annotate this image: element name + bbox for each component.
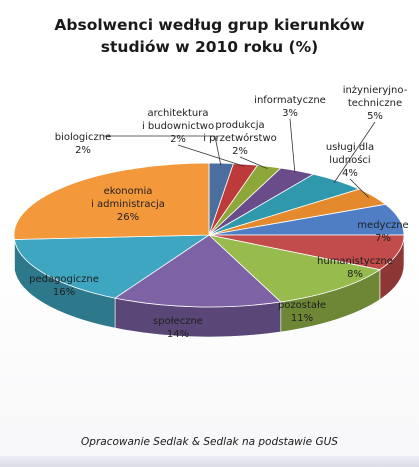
pie-label-line: humanistyczne	[317, 256, 393, 267]
leader-line-architektura-i-budownictwo	[177, 144, 245, 167]
pie-label-line: medyczne	[357, 220, 408, 231]
pie-label-line: 2%	[75, 145, 91, 156]
pie-label-line: i przetwórstwo	[203, 132, 277, 144]
pie-label-line: i administracja	[91, 199, 165, 210]
pie-label-in-ynieryjno-techniczne: inżynieryjno-techniczne 5%	[343, 85, 408, 122]
leader-line-in-ynieryjno-techniczne	[333, 121, 376, 183]
pie-label-line: ekonomia	[104, 186, 153, 197]
chart-title-line-2: studiów w 2010 roku (%)	[100, 38, 319, 56]
chart-title-line-1: Absolwenci według grup kierunków	[54, 16, 365, 34]
pie-slice-pozosta-e	[207, 234, 381, 303]
pie-label-line: 14%	[167, 329, 189, 340]
pie-label-line: 5%	[367, 111, 383, 122]
pie-label-line: 4%	[342, 168, 358, 179]
pie-label-line: produkcja	[215, 120, 264, 131]
source-credit: Opracowanie Sedlak & Sedlak na podstawie…	[81, 436, 338, 448]
pie-slices	[13, 162, 405, 308]
leader-line-produkcja-i-przetw-rstwo	[239, 156, 268, 169]
pie-label-ekonomia-i-administracja: ekonomia i administracja 26%	[91, 186, 165, 223]
pie-label-line: 11%	[291, 313, 313, 324]
pie-label-line: 16%	[53, 287, 75, 298]
pie-label-produkcja-i-przetw-rstwo: produkcja i przetwórstwo 2%	[203, 120, 277, 157]
pie-slice-pedagogiczne	[13, 234, 211, 299]
pie-label-line: architektura	[148, 108, 209, 119]
pie-label-informatyczne: informatyczne 3%	[254, 95, 326, 119]
bottom-shade	[0, 456, 419, 467]
pie-label-line: społeczne	[153, 316, 203, 327]
pie-label-line: techniczne	[348, 98, 402, 109]
pie-label-line: 2%	[232, 146, 248, 157]
pie-slice-humanistyczne	[208, 234, 405, 271]
pie-label-line: 2%	[170, 134, 186, 145]
leader-line-informatyczne	[289, 118, 296, 173]
pie-label-us-ugi-dla-ludno-ci: usługi dla ludności 4%	[326, 142, 374, 179]
pie-label-line: informatyczne	[254, 95, 326, 106]
leader-line-us-ugi-dla-ludno-ci	[349, 178, 369, 198]
pie-label-line: 8%	[347, 269, 363, 280]
pie-labels: biologiczne 2% architektura i budownictwo 2%…	[29, 85, 409, 340]
pie-label-pozosta-e: pozostałe 11%	[278, 300, 326, 324]
pie-label-line: ludności	[329, 154, 370, 166]
pie-slice-ekonomia-i-administracja	[13, 162, 210, 240]
pie-label-line: i budownictwo	[142, 121, 214, 132]
pie-label-spo-eczne: społeczne 14%	[153, 316, 203, 340]
leader-line-biologiczne	[103, 135, 222, 166]
chart-title: Absolwenci według grup kierunków studiów…	[0, 14, 419, 58]
pie-label-biologiczne: biologiczne 2%	[55, 132, 112, 156]
pie-label-line: 26%	[117, 212, 139, 223]
pie-label-medyczne: medyczne 7%	[357, 220, 408, 244]
pie-label-line: 7%	[375, 233, 391, 244]
pie-label-line: inżynieryjno-	[343, 85, 408, 96]
pie-label-line: pedagogiczne	[29, 274, 99, 285]
pie-label-line: usługi dla	[326, 142, 374, 153]
pie-label-line: biologiczne	[55, 132, 112, 143]
pie-label-architektura-i-budownictwo: architektura i budownictwo 2%	[142, 108, 214, 145]
pie-leader-lines	[103, 118, 376, 198]
pie-label-line: 3%	[282, 108, 298, 119]
pie-label-humanistyczne: humanistyczne 8%	[317, 256, 393, 280]
pie-label-pedagogiczne: pedagogiczne 16%	[29, 274, 99, 298]
pie-slice-spo-eczne	[114, 234, 282, 308]
pie-label-line: pozostałe	[278, 300, 326, 311]
